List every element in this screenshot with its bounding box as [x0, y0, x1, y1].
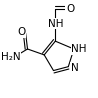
Text: NH: NH [48, 19, 63, 29]
Text: N: N [71, 63, 78, 73]
Text: O: O [17, 27, 25, 37]
Text: NH: NH [71, 44, 87, 54]
Text: O: O [66, 4, 74, 14]
Text: H₂N: H₂N [1, 52, 21, 62]
